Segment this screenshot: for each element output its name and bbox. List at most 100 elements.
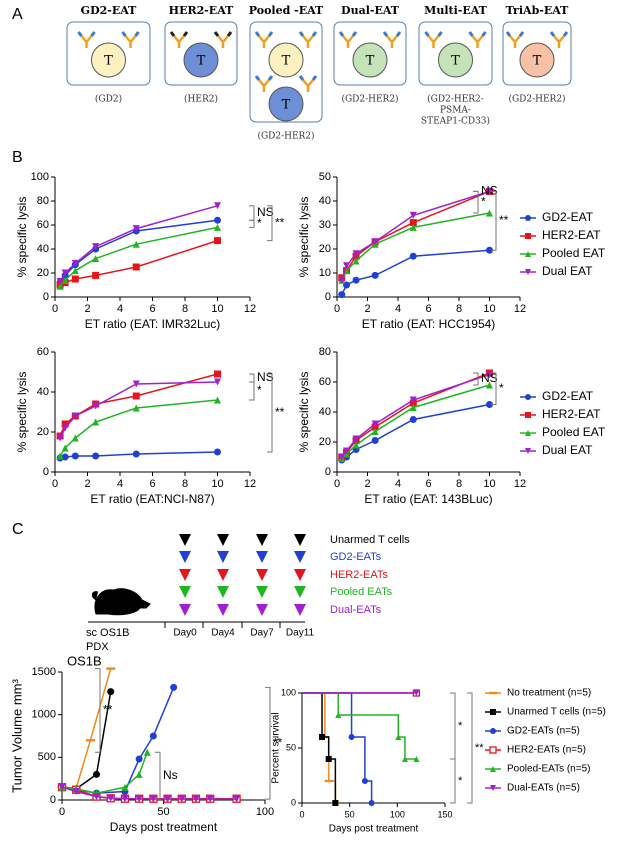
data-point <box>61 276 69 284</box>
data-point <box>92 243 100 251</box>
panel-label: C <box>12 521 24 538</box>
dose-triangle <box>179 551 191 563</box>
y-tick-label: 50 <box>286 742 296 752</box>
data-point <box>214 396 221 404</box>
series-line <box>302 692 373 803</box>
x-axis-label: Days post treatment <box>329 824 419 835</box>
x-tick-label: 100 <box>256 806 274 818</box>
eat-target: PSMA- <box>440 106 471 116</box>
x-tick-label: 6 <box>149 303 155 315</box>
data-point <box>486 401 493 408</box>
cell <box>268 86 304 122</box>
x-tick-label: 10 <box>211 303 223 315</box>
data-point <box>409 211 417 219</box>
cell <box>91 42 126 78</box>
cell-label: T <box>104 54 113 69</box>
dose-triangle <box>179 569 191 581</box>
y-axis-label: % specific lysis <box>15 372 29 453</box>
antibody <box>258 35 270 48</box>
eat-target: (GD2-HER2) <box>508 94 565 105</box>
x-axis-label: ET ratio (EAT: HCC1954) <box>362 317 496 331</box>
data-point <box>71 452 79 460</box>
y-tick-label: 20 <box>37 426 49 438</box>
x-tick-label: 10 <box>483 478 495 490</box>
significance-bracket <box>267 205 273 242</box>
dose-triangle <box>294 569 306 581</box>
significance-bracket <box>450 692 456 760</box>
data-point <box>352 435 360 443</box>
data-point <box>106 667 116 670</box>
x-tick-label: 50 <box>157 806 169 818</box>
legend-label: GD2-EAT <box>542 210 594 224</box>
data-point <box>132 263 140 271</box>
data-point <box>525 448 531 454</box>
group-label: Unarmed T cells <box>330 534 410 546</box>
day-label: Day7 <box>250 628 274 639</box>
legend-label: HER2-EAT <box>542 407 601 421</box>
data-point <box>132 450 140 458</box>
antibody <box>553 35 565 48</box>
data-point <box>325 756 332 762</box>
data-point <box>371 428 379 435</box>
cell-label: T <box>533 54 542 69</box>
data-point <box>170 683 178 691</box>
data-point <box>61 444 69 452</box>
significance-label: * <box>458 775 463 787</box>
cell-label: T <box>282 54 291 69</box>
data-point <box>338 453 346 461</box>
data-point <box>368 800 375 806</box>
y-axis-label: % specific lysis <box>297 372 311 453</box>
y-tick-label: 20 <box>37 267 49 279</box>
antibody-tip <box>254 31 274 37</box>
data-point <box>132 380 140 388</box>
data-point <box>525 269 531 275</box>
data-point <box>319 734 326 740</box>
data-point <box>343 447 351 455</box>
series-line <box>302 692 337 803</box>
data-point <box>149 732 157 740</box>
data-point <box>361 778 368 784</box>
x-axis-label: ET ratio (EAT: IMR32Luc) <box>85 317 221 331</box>
group-label: GD2-EATs <box>330 551 382 563</box>
legend-label: HER2-EAT <box>542 228 601 242</box>
significance-label: NS <box>481 371 498 385</box>
dose-triangle <box>217 569 229 581</box>
data-point <box>409 416 417 423</box>
significance-label: * <box>458 720 463 732</box>
data-point <box>132 392 140 400</box>
data-point <box>371 238 379 246</box>
significance-label: ** <box>275 215 285 229</box>
significance-bracket <box>155 751 161 800</box>
x-tick-label: 6 <box>149 478 155 490</box>
day-label: Day4 <box>211 628 235 639</box>
data-point <box>192 795 200 803</box>
data-point <box>135 795 143 803</box>
data-point <box>332 800 339 806</box>
data-point <box>486 187 493 195</box>
data-point <box>143 748 151 756</box>
y-axis-label: Tumor Volume mm³ <box>9 679 24 793</box>
panel-label: A <box>12 6 23 23</box>
cell-label: T <box>451 54 460 69</box>
y-tick-label: 40 <box>319 406 331 418</box>
antibody-tip <box>549 31 569 37</box>
legend-label: Pooled EAT <box>542 425 606 439</box>
data-point <box>93 793 101 801</box>
data-point <box>490 785 496 791</box>
y-tick-label: 30 <box>319 219 331 231</box>
significance-label: ** <box>275 405 285 419</box>
significance-label: ** <box>499 213 509 227</box>
data-point <box>335 712 342 718</box>
data-point <box>71 267 79 275</box>
significance-bracket <box>249 373 255 383</box>
x-tick-label: 8 <box>456 478 462 490</box>
y-tick-label: 40 <box>319 195 331 207</box>
antibody <box>302 35 314 48</box>
x-tick-label: 2 <box>364 303 370 315</box>
antibody-tip <box>121 31 140 37</box>
data-point <box>343 262 351 270</box>
data-point <box>214 237 221 245</box>
group-label: Dual-EATs <box>330 604 382 616</box>
legend-label: HER2-EATs (n=5) <box>507 745 586 756</box>
